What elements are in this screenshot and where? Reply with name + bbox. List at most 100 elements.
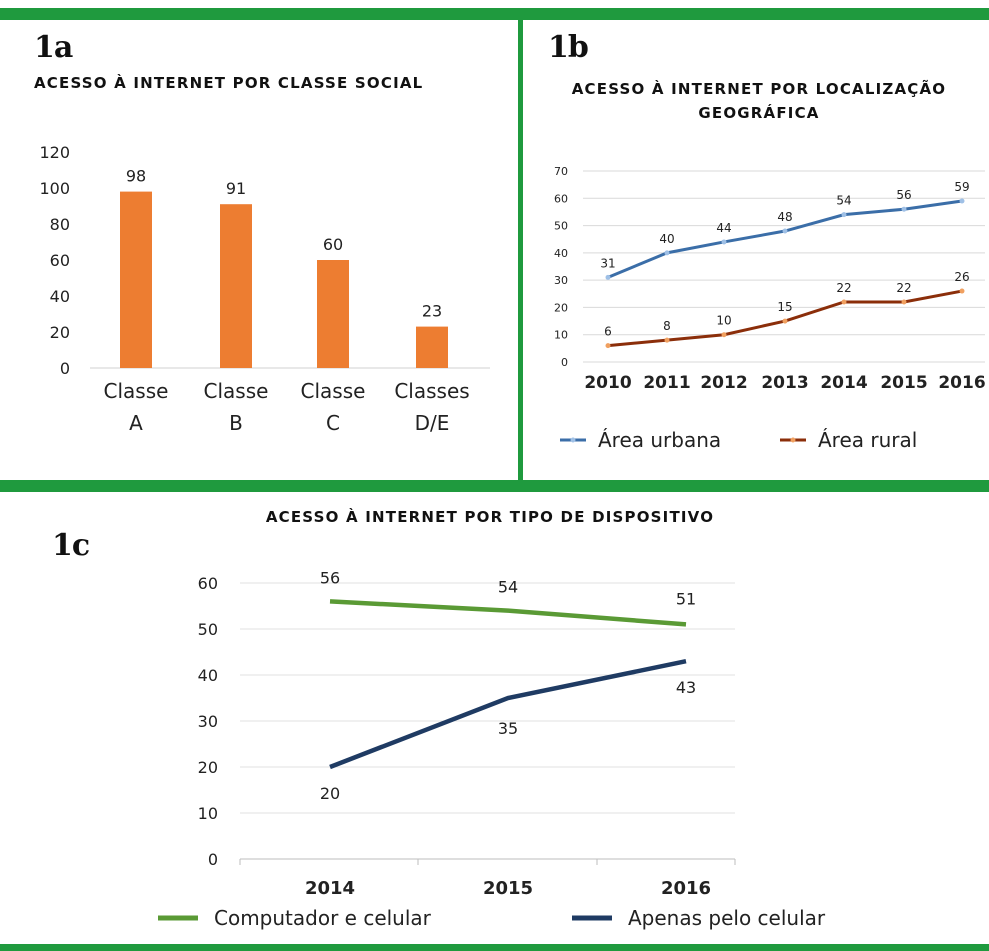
y-tick-label: 40: [50, 287, 70, 306]
point-value-label: 48: [777, 210, 792, 224]
x-tick-label: 2015: [880, 373, 927, 393]
point-value-label: 44: [716, 221, 731, 235]
panel-a-title: ACESSO À INTERNET POR CLASSE SOCIAL: [34, 74, 424, 92]
y-tick-label: 50: [554, 220, 568, 233]
x-tick-label: 2013: [761, 373, 808, 393]
y-tick-label: 60: [50, 251, 70, 270]
y-tick-label: 30: [554, 274, 568, 287]
y-tick-label: 20: [50, 323, 70, 342]
bar: [220, 204, 252, 368]
point-value-label: 40: [659, 232, 674, 246]
point-value-label: 31: [600, 256, 615, 270]
category-label: D/E: [415, 411, 450, 435]
panel-b-title-line2: GEOGRÁFICA: [698, 104, 820, 122]
point-value-label: 54: [498, 578, 518, 597]
middle-frame-bar: [0, 480, 989, 492]
point-value-label: 35: [498, 719, 518, 738]
panel-a-label: 1a: [34, 30, 73, 65]
chart-b: 0 10 20 30 40 50 60 70 2010 2011 2012 2013 2014 2015 2…: [554, 165, 986, 452]
y-tick-label: 60: [198, 574, 218, 593]
y-tick-label: 0: [60, 359, 70, 378]
series-point: [901, 299, 907, 305]
panel-c-title: ACESSO À INTERNET POR TIPO DE DISPOSITIV…: [265, 508, 715, 526]
point-value-label: 56: [896, 188, 911, 202]
category-label: C: [326, 411, 340, 435]
category-label: Classe: [104, 379, 169, 403]
series-point: [841, 212, 847, 218]
y-tick-label: 120: [39, 143, 70, 162]
point-value-label: 54: [836, 194, 851, 208]
series-point: [782, 228, 788, 234]
y-tick-label: 0: [208, 850, 218, 869]
point-value-label: 59: [954, 180, 969, 194]
bar-value-label: 91: [226, 179, 246, 198]
bar: [416, 326, 448, 368]
y-tick-label: 10: [198, 804, 218, 823]
category-label: B: [229, 411, 243, 435]
series-point: [664, 337, 670, 343]
series-line: [329, 599, 687, 627]
point-value-label: 22: [836, 281, 851, 295]
point-value-label: 22: [896, 281, 911, 295]
panel-b-label: 1b: [548, 30, 589, 65]
category-label: Classes: [394, 379, 469, 403]
point-value-label: 6: [604, 325, 612, 339]
bottom-frame-bar: [0, 944, 989, 951]
legend-label: Computador e celular: [214, 906, 432, 930]
series-point: [959, 198, 965, 204]
bar-value-label: 23: [422, 302, 442, 321]
point-value-label: 8: [663, 319, 671, 333]
panel-c-label: 1c: [52, 528, 90, 563]
y-tick-label: 20: [554, 301, 568, 314]
point-value-label: 15: [777, 300, 792, 314]
x-tick-label: 2014: [305, 878, 355, 899]
series-point: [959, 288, 965, 294]
series-line: [329, 658, 687, 770]
series-point: [605, 343, 611, 349]
point-value-label: 10: [716, 314, 731, 328]
series-point: [721, 239, 727, 245]
legend-label: Área rural: [818, 428, 917, 452]
y-tick-label: 50: [198, 620, 218, 639]
x-tick-label: 2010: [584, 373, 631, 393]
y-tick-label: 20: [198, 758, 218, 777]
series-point: [841, 299, 847, 305]
y-tick-label: 60: [554, 192, 568, 205]
x-tick-label: 2016: [938, 373, 985, 393]
series-point: [721, 332, 727, 338]
legend-marker: [790, 437, 796, 443]
top-frame-bar: [0, 8, 989, 20]
point-value-label: 20: [320, 784, 340, 803]
x-tick-label: 2012: [700, 373, 747, 393]
legend-marker: [570, 437, 576, 443]
y-tick-label: 100: [39, 179, 70, 198]
category-label: Classe: [204, 379, 269, 403]
x-tick-label: 2011: [643, 373, 690, 393]
point-value-label: 26: [954, 270, 969, 284]
bar: [120, 191, 152, 368]
legend-label: Área urbana: [598, 428, 721, 452]
panel-b-title-line1: ACESSO À INTERNET POR LOCALIZAÇÃO: [571, 80, 947, 98]
x-tick-label: 2016: [661, 878, 711, 899]
y-tick-label: 40: [554, 247, 568, 260]
legend-label: Apenas pelo celular: [628, 906, 826, 930]
x-tick-label: 2015: [483, 878, 533, 899]
y-tick-label: 0: [561, 356, 568, 369]
y-tick-label: 30: [198, 712, 218, 731]
series-point: [605, 274, 611, 280]
point-value-label: 51: [676, 589, 696, 608]
bar-value-label: 98: [126, 167, 146, 186]
point-value-label: 56: [320, 568, 340, 587]
point-value-label: 43: [676, 678, 696, 697]
category-label: Classe: [301, 379, 366, 403]
vertical-divider: [518, 20, 523, 480]
category-label: A: [129, 411, 143, 435]
chart-a: 0 20 40 60 80 100 120 98 Classe A 91 Classe B 60 Class…: [39, 143, 490, 435]
y-tick-label: 70: [554, 165, 568, 178]
series-point: [782, 318, 788, 324]
bar-value-label: 60: [323, 235, 343, 254]
y-tick-label: 40: [198, 666, 218, 685]
x-tick-label: 2014: [820, 373, 867, 393]
series-point: [901, 206, 907, 212]
